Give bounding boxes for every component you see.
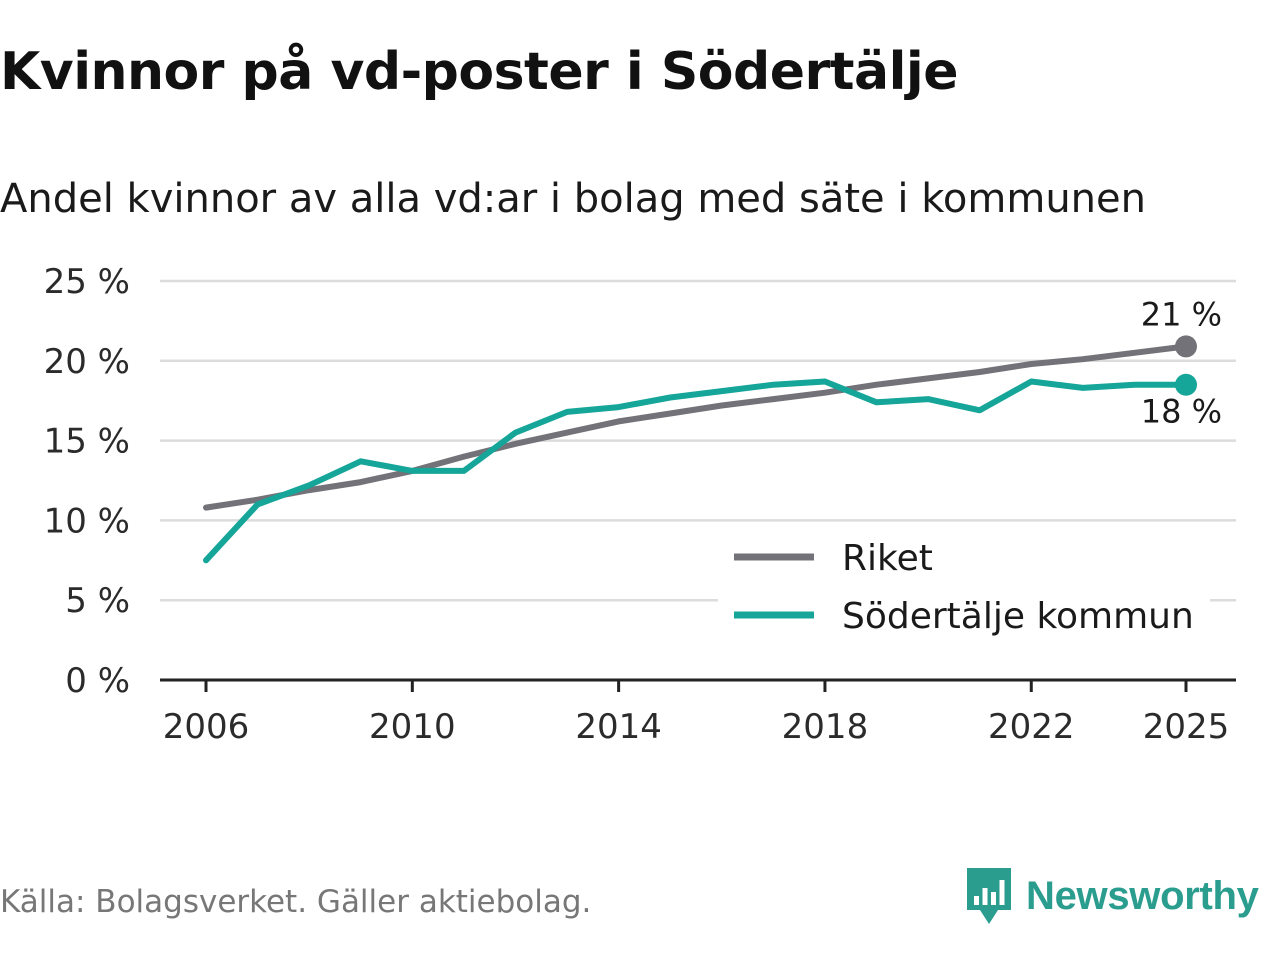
legend-background [718,530,1210,648]
x-tick-label-2018: 2018 [782,707,869,747]
legend-label-sodertalje: Södertälje kommun [842,596,1194,637]
x-tick-label-2025: 2025 [1143,707,1230,747]
y-tick-label-0: 0 % [65,661,130,701]
source-note: Källa: Bolagsverket. Gäller aktiebolag. [0,884,592,920]
y-tick-label-25: 25 % [44,262,130,302]
end-label-sodertalje: 18 % [1141,393,1222,431]
x-tick-label-2014: 2014 [575,707,662,747]
chart-subtitle: Andel kvinnor av alla vd:ar i bolag med … [0,176,1146,222]
newsworthy-logo-icon [967,868,1011,924]
series-line-sodertalje [203,378,1189,564]
x-tick-label-2010: 2010 [369,707,456,747]
series-end-markers: 21 % 18 % [1141,295,1222,430]
brand-name: Newsworthy [1026,873,1259,918]
end-label-riket: 21 % [1141,295,1222,333]
y-tick-label-5: 5 % [65,581,130,621]
end-marker-sodertalje [1175,373,1197,396]
y-tick-label-10: 10 % [44,501,130,541]
y-tick-label-20: 20 % [44,342,130,382]
series-line-riket [203,343,1189,511]
series-lines [203,343,1189,564]
legend: Riket Södertälje kommun [718,530,1210,648]
newsworthy-logo: Newsworthy [964,866,1259,926]
x-tick-label-2006: 2006 [163,707,250,747]
x-tick-label-2022: 2022 [988,707,1075,747]
y-axis-tick-labels: 0 % 5 % 10 % 15 % 20 % 25 % [44,262,130,701]
legend-label-riket: Riket [842,538,933,579]
y-tick-label-15: 15 % [44,422,130,462]
x-axis: 2006 2010 2014 2018 2022 2025 [160,678,1236,747]
chart-title: Kvinnor på vd-poster i Södertälje [0,42,959,102]
end-marker-riket [1175,335,1197,358]
